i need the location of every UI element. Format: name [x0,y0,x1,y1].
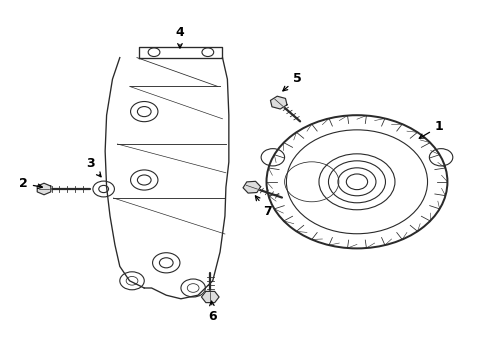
Polygon shape [37,183,51,195]
Polygon shape [201,291,219,303]
Text: 4: 4 [175,26,184,48]
Text: 3: 3 [86,157,101,177]
Text: 5: 5 [282,72,301,91]
Polygon shape [270,96,286,109]
Text: 7: 7 [255,196,272,218]
Text: 2: 2 [19,177,42,190]
Text: 6: 6 [208,301,217,323]
Text: 1: 1 [418,120,443,138]
Polygon shape [243,181,260,193]
